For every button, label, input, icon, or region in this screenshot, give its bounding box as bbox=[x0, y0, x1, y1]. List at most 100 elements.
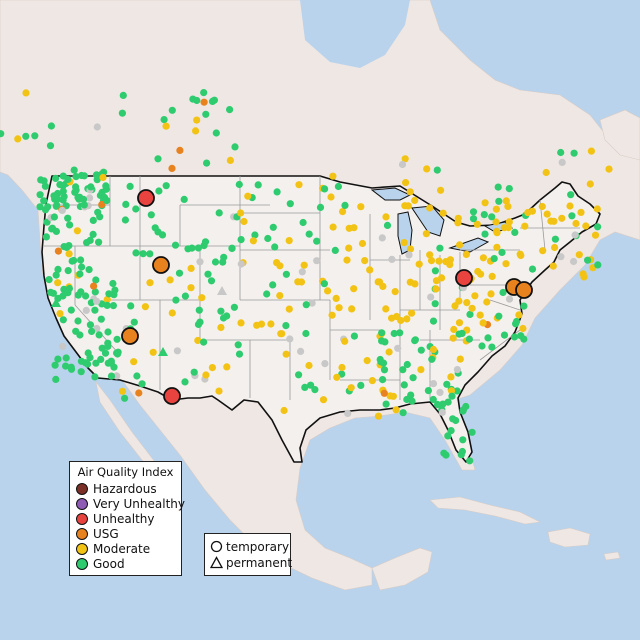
monitor-marker-360[interactable] bbox=[350, 285, 358, 293]
monitor-marker-160[interactable] bbox=[107, 359, 115, 367]
monitor-marker-531[interactable] bbox=[479, 319, 487, 327]
monitor-marker-242[interactable] bbox=[313, 237, 321, 245]
monitor-marker-82[interactable] bbox=[96, 213, 104, 221]
monitor-marker-380[interactable] bbox=[366, 266, 374, 274]
monitor-marker-267[interactable] bbox=[295, 181, 303, 189]
monitor-marker-338[interactable] bbox=[427, 293, 435, 301]
monitor-marker-582[interactable] bbox=[505, 185, 513, 193]
monitor-marker-188[interactable] bbox=[201, 238, 210, 246]
monitor-marker-475[interactable] bbox=[547, 217, 555, 225]
monitor-marker-417[interactable] bbox=[424, 387, 432, 395]
monitor-marker-313[interactable] bbox=[338, 363, 346, 372]
monitor-marker-185[interactable] bbox=[175, 269, 184, 277]
monitor-marker-189[interactable] bbox=[196, 258, 204, 266]
monitor-marker-101[interactable] bbox=[65, 242, 73, 250]
monitor-marker-265[interactable] bbox=[264, 234, 272, 243]
monitor-marker-258[interactable] bbox=[308, 299, 316, 307]
monitor-marker-157[interactable] bbox=[105, 290, 113, 298]
monitor-marker-93[interactable] bbox=[95, 238, 103, 246]
monitor-marker-506[interactable] bbox=[502, 197, 510, 205]
monitor-marker-364[interactable] bbox=[411, 280, 419, 288]
monitor-marker-48[interactable] bbox=[98, 200, 106, 209]
monitor-marker-176[interactable] bbox=[122, 200, 130, 208]
monitor-marker-259[interactable] bbox=[276, 262, 284, 270]
monitor-marker-89[interactable] bbox=[68, 257, 76, 265]
monitor-marker-278[interactable] bbox=[249, 237, 257, 245]
monitor-marker-365[interactable] bbox=[357, 203, 365, 211]
monitor-marker-220[interactable] bbox=[190, 368, 198, 376]
monitor-marker-492[interactable] bbox=[575, 251, 583, 259]
monitor-marker-395[interactable] bbox=[399, 366, 407, 374]
monitor-marker-95[interactable] bbox=[82, 292, 90, 300]
monitor-marker-212[interactable] bbox=[230, 303, 238, 311]
monitor-marker-90[interactable] bbox=[78, 263, 86, 271]
monitor-marker-257[interactable] bbox=[237, 236, 245, 244]
monitor-marker-509[interactable] bbox=[572, 219, 580, 228]
monitor-marker-584[interactable] bbox=[605, 165, 613, 173]
monitor-marker-391[interactable] bbox=[391, 288, 399, 296]
monitor-marker-243[interactable] bbox=[324, 287, 332, 295]
monitor-marker-441[interactable] bbox=[399, 409, 407, 417]
monitor-marker-125[interactable] bbox=[113, 372, 121, 380]
monitor-marker-261[interactable] bbox=[240, 217, 248, 226]
monitor-marker-384[interactable] bbox=[348, 305, 356, 313]
monitor-marker-231[interactable] bbox=[118, 387, 127, 395]
monitor-marker-571[interactable] bbox=[200, 89, 208, 97]
monitor-marker-197[interactable] bbox=[162, 182, 170, 190]
monitor-marker-498[interactable] bbox=[528, 265, 537, 273]
monitor-marker-224[interactable] bbox=[195, 306, 203, 314]
monitor-marker-356[interactable] bbox=[374, 278, 382, 286]
monitor-marker-203[interactable] bbox=[187, 284, 195, 292]
monitor-marker-235[interactable] bbox=[127, 302, 135, 310]
monitor-marker-186[interactable] bbox=[211, 258, 220, 266]
monitor-marker-179[interactable] bbox=[219, 258, 227, 266]
monitor-marker-564[interactable] bbox=[22, 89, 30, 97]
monitor-marker-162[interactable] bbox=[86, 354, 94, 362]
monitor-marker-573[interactable] bbox=[208, 97, 217, 105]
monitor-marker-539[interactable] bbox=[459, 406, 467, 414]
monitor-marker-579[interactable] bbox=[557, 148, 565, 157]
monitor-marker-546[interactable] bbox=[452, 416, 460, 425]
monitor-marker-218[interactable] bbox=[208, 364, 216, 372]
monitor-marker-165[interactable] bbox=[139, 250, 147, 258]
monitor-marker-311[interactable] bbox=[280, 406, 288, 415]
monitor-marker-568[interactable] bbox=[200, 98, 208, 106]
monitor-marker-514[interactable] bbox=[483, 298, 491, 306]
monitor-marker-37[interactable] bbox=[53, 201, 61, 209]
monitor-marker-555[interactable] bbox=[226, 156, 234, 164]
monitor-marker-500[interactable] bbox=[594, 223, 602, 231]
monitor-marker-59[interactable] bbox=[102, 185, 110, 193]
monitor-marker-550[interactable] bbox=[192, 127, 200, 135]
monitor-marker-343[interactable] bbox=[469, 208, 478, 216]
monitor-marker-180[interactable] bbox=[187, 264, 195, 272]
monitor-marker-41[interactable] bbox=[99, 173, 107, 182]
monitor-marker-211[interactable] bbox=[215, 387, 223, 395]
monitor-marker-0[interactable] bbox=[36, 203, 44, 211]
monitor-marker-109[interactable] bbox=[59, 342, 67, 350]
permanent-monitor-marker-2[interactable] bbox=[51, 298, 61, 307]
monitor-marker-143[interactable] bbox=[54, 355, 62, 363]
monitor-marker-182[interactable] bbox=[235, 180, 243, 189]
monitor-marker-262[interactable] bbox=[253, 321, 261, 329]
monitor-marker-80[interactable] bbox=[50, 213, 59, 221]
monitor-marker-247[interactable] bbox=[276, 292, 284, 300]
monitor-marker-541[interactable] bbox=[444, 432, 452, 440]
monitor-marker-375[interactable] bbox=[426, 251, 434, 259]
monitor-marker-361[interactable] bbox=[405, 251, 413, 259]
monitor-marker-147[interactable] bbox=[62, 354, 70, 362]
monitor-marker-56[interactable] bbox=[80, 201, 88, 209]
monitor-marker-43[interactable] bbox=[52, 174, 60, 182]
monitor-marker-92[interactable] bbox=[65, 250, 73, 258]
monitor-marker-115[interactable] bbox=[91, 306, 99, 314]
monitor-marker-81[interactable] bbox=[77, 256, 85, 264]
monitor-marker-237[interactable] bbox=[194, 320, 203, 328]
monitor-marker-205[interactable] bbox=[194, 336, 202, 345]
monitor-marker-449[interactable] bbox=[403, 395, 411, 404]
monitor-marker-26[interactable] bbox=[59, 182, 67, 190]
monitor-marker-326[interactable] bbox=[343, 256, 351, 264]
monitor-marker-569[interactable] bbox=[168, 106, 176, 114]
monitor-marker-310[interactable] bbox=[385, 348, 393, 356]
permanent-monitor-marker-1[interactable] bbox=[217, 286, 227, 295]
monitor-marker-507[interactable] bbox=[558, 214, 566, 222]
monitor-marker-5[interactable] bbox=[86, 194, 94, 202]
